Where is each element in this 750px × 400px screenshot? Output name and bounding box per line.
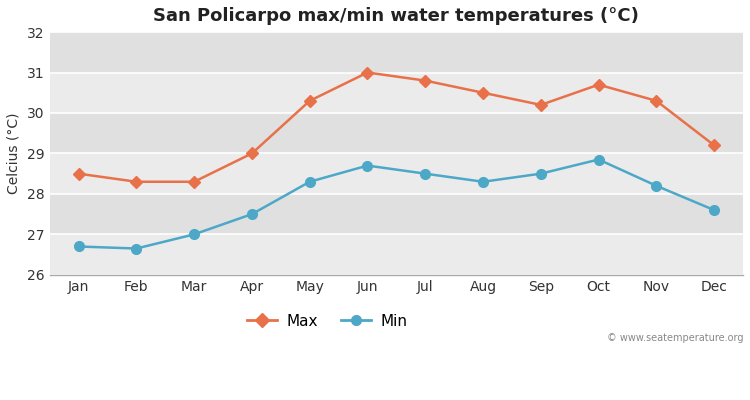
Bar [50,72,743,113]
Max [248,151,256,156]
Bar [50,113,743,154]
Bar [50,32,743,72]
Max [190,179,199,184]
Min [710,208,718,212]
Min [74,244,83,249]
Text: © www.seatemperature.org: © www.seatemperature.org [607,333,743,343]
Max [594,82,603,87]
Bar [50,194,743,234]
Max [478,90,488,95]
Min [421,171,430,176]
Max [363,70,372,75]
Max [132,179,141,184]
Min [305,179,314,184]
Min [478,179,488,184]
Bar [50,234,743,275]
Min [536,171,545,176]
Max [305,98,314,103]
Max [652,98,661,103]
Min [652,184,661,188]
Line: Max: Max [74,68,718,186]
Min [363,163,372,168]
Legend: Max, Min: Max, Min [241,308,413,335]
Title: San Policarpo max/min water temperatures (°C): San Policarpo max/min water temperatures… [154,7,639,25]
Min [248,212,256,216]
Max [74,171,83,176]
Min [190,232,199,237]
Line: Min: Min [74,155,719,253]
Y-axis label: Celcius (°C): Celcius (°C) [7,113,21,194]
Max [421,78,430,83]
Bar [50,154,743,194]
Max [710,143,718,148]
Min [594,157,603,162]
Min [132,246,141,251]
Max [536,102,545,107]
